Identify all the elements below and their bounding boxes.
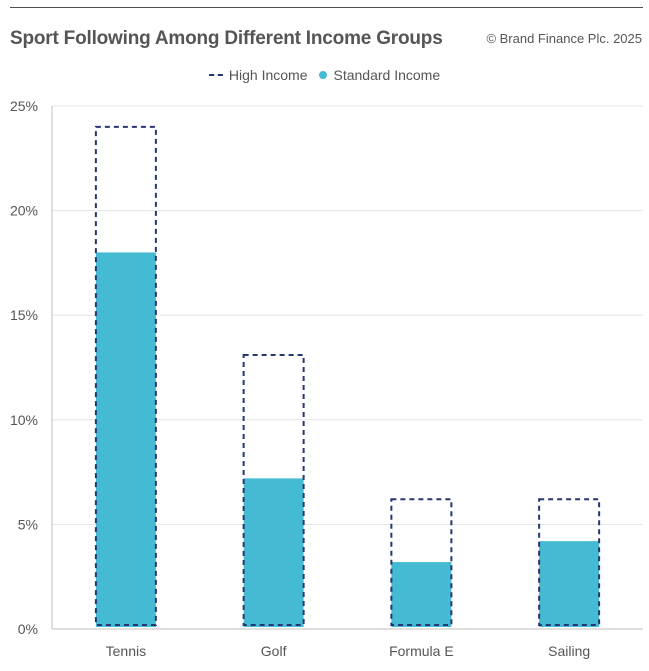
- y-tick-label: 5%: [18, 516, 38, 532]
- x-tick-label: Tennis: [106, 643, 146, 659]
- x-tick-label: Sailing: [548, 643, 590, 659]
- legend-dot-marker: [319, 71, 328, 79]
- chart-title: Sport Following Among Different Income G…: [10, 28, 443, 49]
- bar-high-income-outline: [390, 498, 453, 626]
- legend-dash-marker: [208, 74, 223, 76]
- bar-high-income-outline: [242, 353, 305, 626]
- copyright-text: © Brand Finance Plc. 2025: [486, 31, 642, 46]
- x-tick-label: Formula E: [389, 643, 454, 659]
- bar-high-income-outline: [94, 125, 157, 626]
- bar-standard-income: [243, 478, 304, 627]
- chart-legend: High Income Standard Income: [0, 67, 649, 83]
- legend-label-high-income: High Income: [228, 67, 308, 83]
- legend-item-high-income: High Income: [208, 67, 308, 83]
- bar-high-income-outline: [538, 498, 601, 626]
- y-tick-label: 15%: [10, 307, 38, 323]
- top-rule: [10, 7, 643, 8]
- y-tick-label: 25%: [10, 98, 38, 114]
- x-tick-label: Golf: [261, 643, 287, 659]
- y-tick-label: 20%: [10, 203, 38, 219]
- bar-standard-income: [539, 541, 600, 627]
- bar-standard-income: [95, 252, 156, 627]
- y-tick-label: 10%: [10, 412, 38, 428]
- bar-standard-income: [391, 562, 452, 627]
- y-tick-label: 0%: [18, 621, 38, 637]
- legend-item-standard-income: Standard Income: [319, 67, 440, 83]
- legend-label-standard-income: Standard Income: [333, 67, 441, 83]
